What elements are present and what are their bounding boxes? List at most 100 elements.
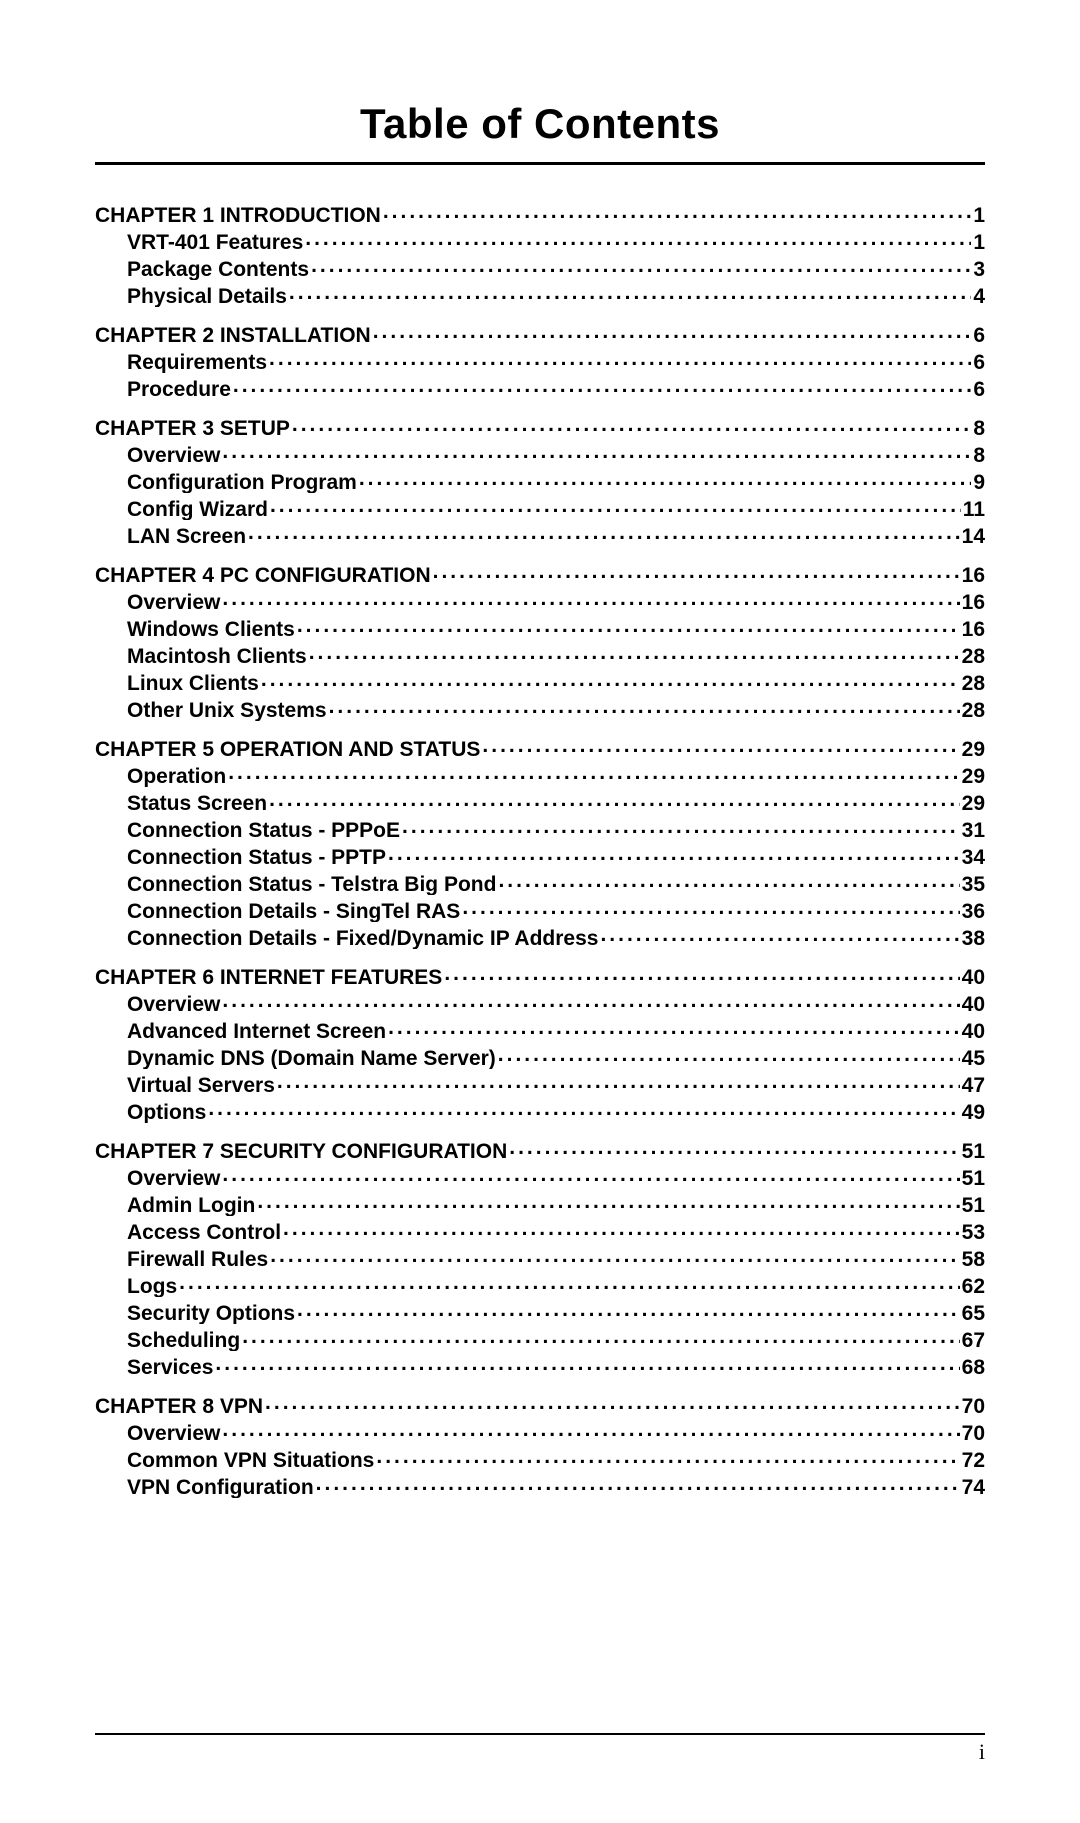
toc-leader: [222, 588, 959, 609]
toc-sub-row: Logs62: [95, 1272, 985, 1297]
toc-entry-label: Firewall Rules: [127, 1249, 268, 1270]
toc-sub-row: Overview8: [95, 441, 985, 466]
toc-entry-label: Linux Clients: [127, 673, 259, 694]
toc-entry-page: 67: [962, 1330, 985, 1351]
toc-entry-page: 72: [962, 1450, 985, 1471]
toc-entry-label: CHAPTER 7 SECURITY CONFIGURATION: [95, 1141, 507, 1162]
toc-entry-page: 31: [962, 820, 985, 841]
toc-sub-row: Virtual Servers 47: [95, 1071, 985, 1096]
toc-entry-label: CHAPTER 6 INTERNET FEATURES: [95, 967, 442, 988]
toc-leader: [305, 228, 971, 249]
toc-entry-page: 28: [962, 700, 985, 721]
toc-leader: [433, 561, 960, 582]
toc-entry-page: 16: [962, 565, 985, 586]
toc-sub-row: Options49: [95, 1098, 985, 1123]
toc-leader: [248, 522, 960, 543]
toc-sub-row: Overview51: [95, 1164, 985, 1189]
toc-entry-page: 6: [973, 325, 985, 346]
document-page: Table of Contents CHAPTER 1 INTRODUCTION…: [0, 0, 1080, 1823]
toc-leader: [383, 201, 971, 222]
toc-entry-label: CHAPTER 4 PC CONFIGURATION: [95, 565, 431, 586]
toc-entry-page: 8: [973, 418, 985, 439]
toc-leader: [283, 1218, 960, 1239]
title-rule: [95, 162, 985, 165]
toc-sub-row: Scheduling 67: [95, 1326, 985, 1351]
toc-leader: [311, 255, 971, 276]
toc-leader: [289, 282, 971, 303]
toc-entry-label: Overview: [127, 592, 220, 613]
toc-entry-label: Connection Details - Fixed/Dynamic IP Ad…: [127, 928, 598, 949]
toc-entry-label: Virtual Servers: [127, 1075, 275, 1096]
toc-entry-label: Security Options: [127, 1303, 295, 1324]
toc-sub-row: Overview70: [95, 1419, 985, 1444]
toc-entry-label: Services: [127, 1357, 213, 1378]
toc-entry-page: 9: [973, 472, 985, 493]
toc-entry-page: 51: [962, 1168, 985, 1189]
toc-leader: [292, 414, 971, 435]
toc-entry-page: 40: [962, 967, 985, 988]
toc-sub-row: VRT-401 Features1: [95, 228, 985, 253]
toc-entry-label: VPN Configuration: [127, 1477, 314, 1498]
toc-sub-row: Windows Clients16: [95, 615, 985, 640]
toc-entry-label: Advanced Internet Screen: [127, 1021, 386, 1042]
toc-entry-page: 58: [962, 1249, 985, 1270]
toc-leader: [270, 1245, 959, 1266]
toc-sub-row: Config Wizard11: [95, 495, 985, 520]
toc-leader: [373, 321, 972, 342]
toc-sub-row: VPN Configuration74: [95, 1473, 985, 1498]
toc-entry-page: 51: [962, 1195, 985, 1216]
page-title: Table of Contents: [95, 100, 985, 148]
toc-chapter-row: CHAPTER 7 SECURITY CONFIGURATION51: [95, 1137, 985, 1162]
toc-sub-row: Access Control53: [95, 1218, 985, 1243]
toc-entry-label: LAN Screen: [127, 526, 246, 547]
toc-leader: [297, 615, 960, 636]
toc-leader: [265, 1392, 960, 1413]
toc-entry-page: 29: [962, 739, 985, 760]
toc-entry-page: 35: [962, 874, 985, 895]
toc-leader: [376, 1446, 959, 1467]
toc-entry-label: Overview: [127, 994, 220, 1015]
footer-rule: [95, 1733, 985, 1735]
toc-entry-page: 28: [962, 646, 985, 667]
toc-sub-row: Connection Status - PPTP34: [95, 843, 985, 868]
toc-entry-label: Connection Status - Telstra Big Pond: [127, 874, 496, 895]
toc-entry-label: Physical Details: [127, 286, 287, 307]
toc-entry-label: Config Wizard: [127, 499, 268, 520]
toc-entry-page: 47: [962, 1075, 985, 1096]
toc-entry-label: Logs: [127, 1276, 177, 1297]
toc-leader: [222, 441, 971, 462]
toc-leader: [228, 762, 959, 783]
toc-entry-page: 1: [973, 205, 985, 226]
toc-entry-label: Dynamic DNS (Domain Name Server): [127, 1048, 496, 1069]
toc-leader: [269, 789, 960, 810]
toc-entry-label: Scheduling: [127, 1330, 240, 1351]
toc-chapter-row: CHAPTER 2 INSTALLATION6: [95, 321, 985, 346]
toc-leader: [222, 1164, 959, 1185]
toc-sub-row: Connection Details - SingTel RAS36: [95, 897, 985, 922]
toc-entry-page: 6: [973, 352, 985, 373]
toc-leader: [309, 642, 960, 663]
toc-entry-label: Status Screen: [127, 793, 267, 814]
toc-sub-row: Security Options65: [95, 1299, 985, 1324]
toc-leader: [261, 669, 960, 690]
toc-sub-row: Requirements6: [95, 348, 985, 373]
toc-leader: [297, 1299, 960, 1320]
toc-entry-label: CHAPTER 5 OPERATION AND STATUS: [95, 739, 480, 760]
toc-entry-page: 40: [962, 1021, 985, 1042]
toc-leader: [277, 1071, 960, 1092]
toc-entry-label: CHAPTER 8 VPN: [95, 1396, 263, 1417]
toc-entry-page: 8: [973, 445, 985, 466]
toc-leader: [257, 1191, 959, 1212]
toc-entry-label: Macintosh Clients: [127, 646, 307, 667]
toc-leader: [179, 1272, 959, 1293]
toc-chapter-row: CHAPTER 6 INTERNET FEATURES 40: [95, 963, 985, 988]
toc-chapter-row: CHAPTER 8 VPN70: [95, 1392, 985, 1417]
toc-entry-page: 68: [962, 1357, 985, 1378]
toc-leader: [444, 963, 959, 984]
toc-entry-page: 4: [973, 286, 985, 307]
toc-chapter-row: CHAPTER 4 PC CONFIGURATION 16: [95, 561, 985, 586]
toc-leader: [600, 924, 959, 945]
toc-entry-page: 14: [962, 526, 985, 547]
toc-entry-page: 16: [962, 592, 985, 613]
toc-entry-label: Access Control: [127, 1222, 281, 1243]
